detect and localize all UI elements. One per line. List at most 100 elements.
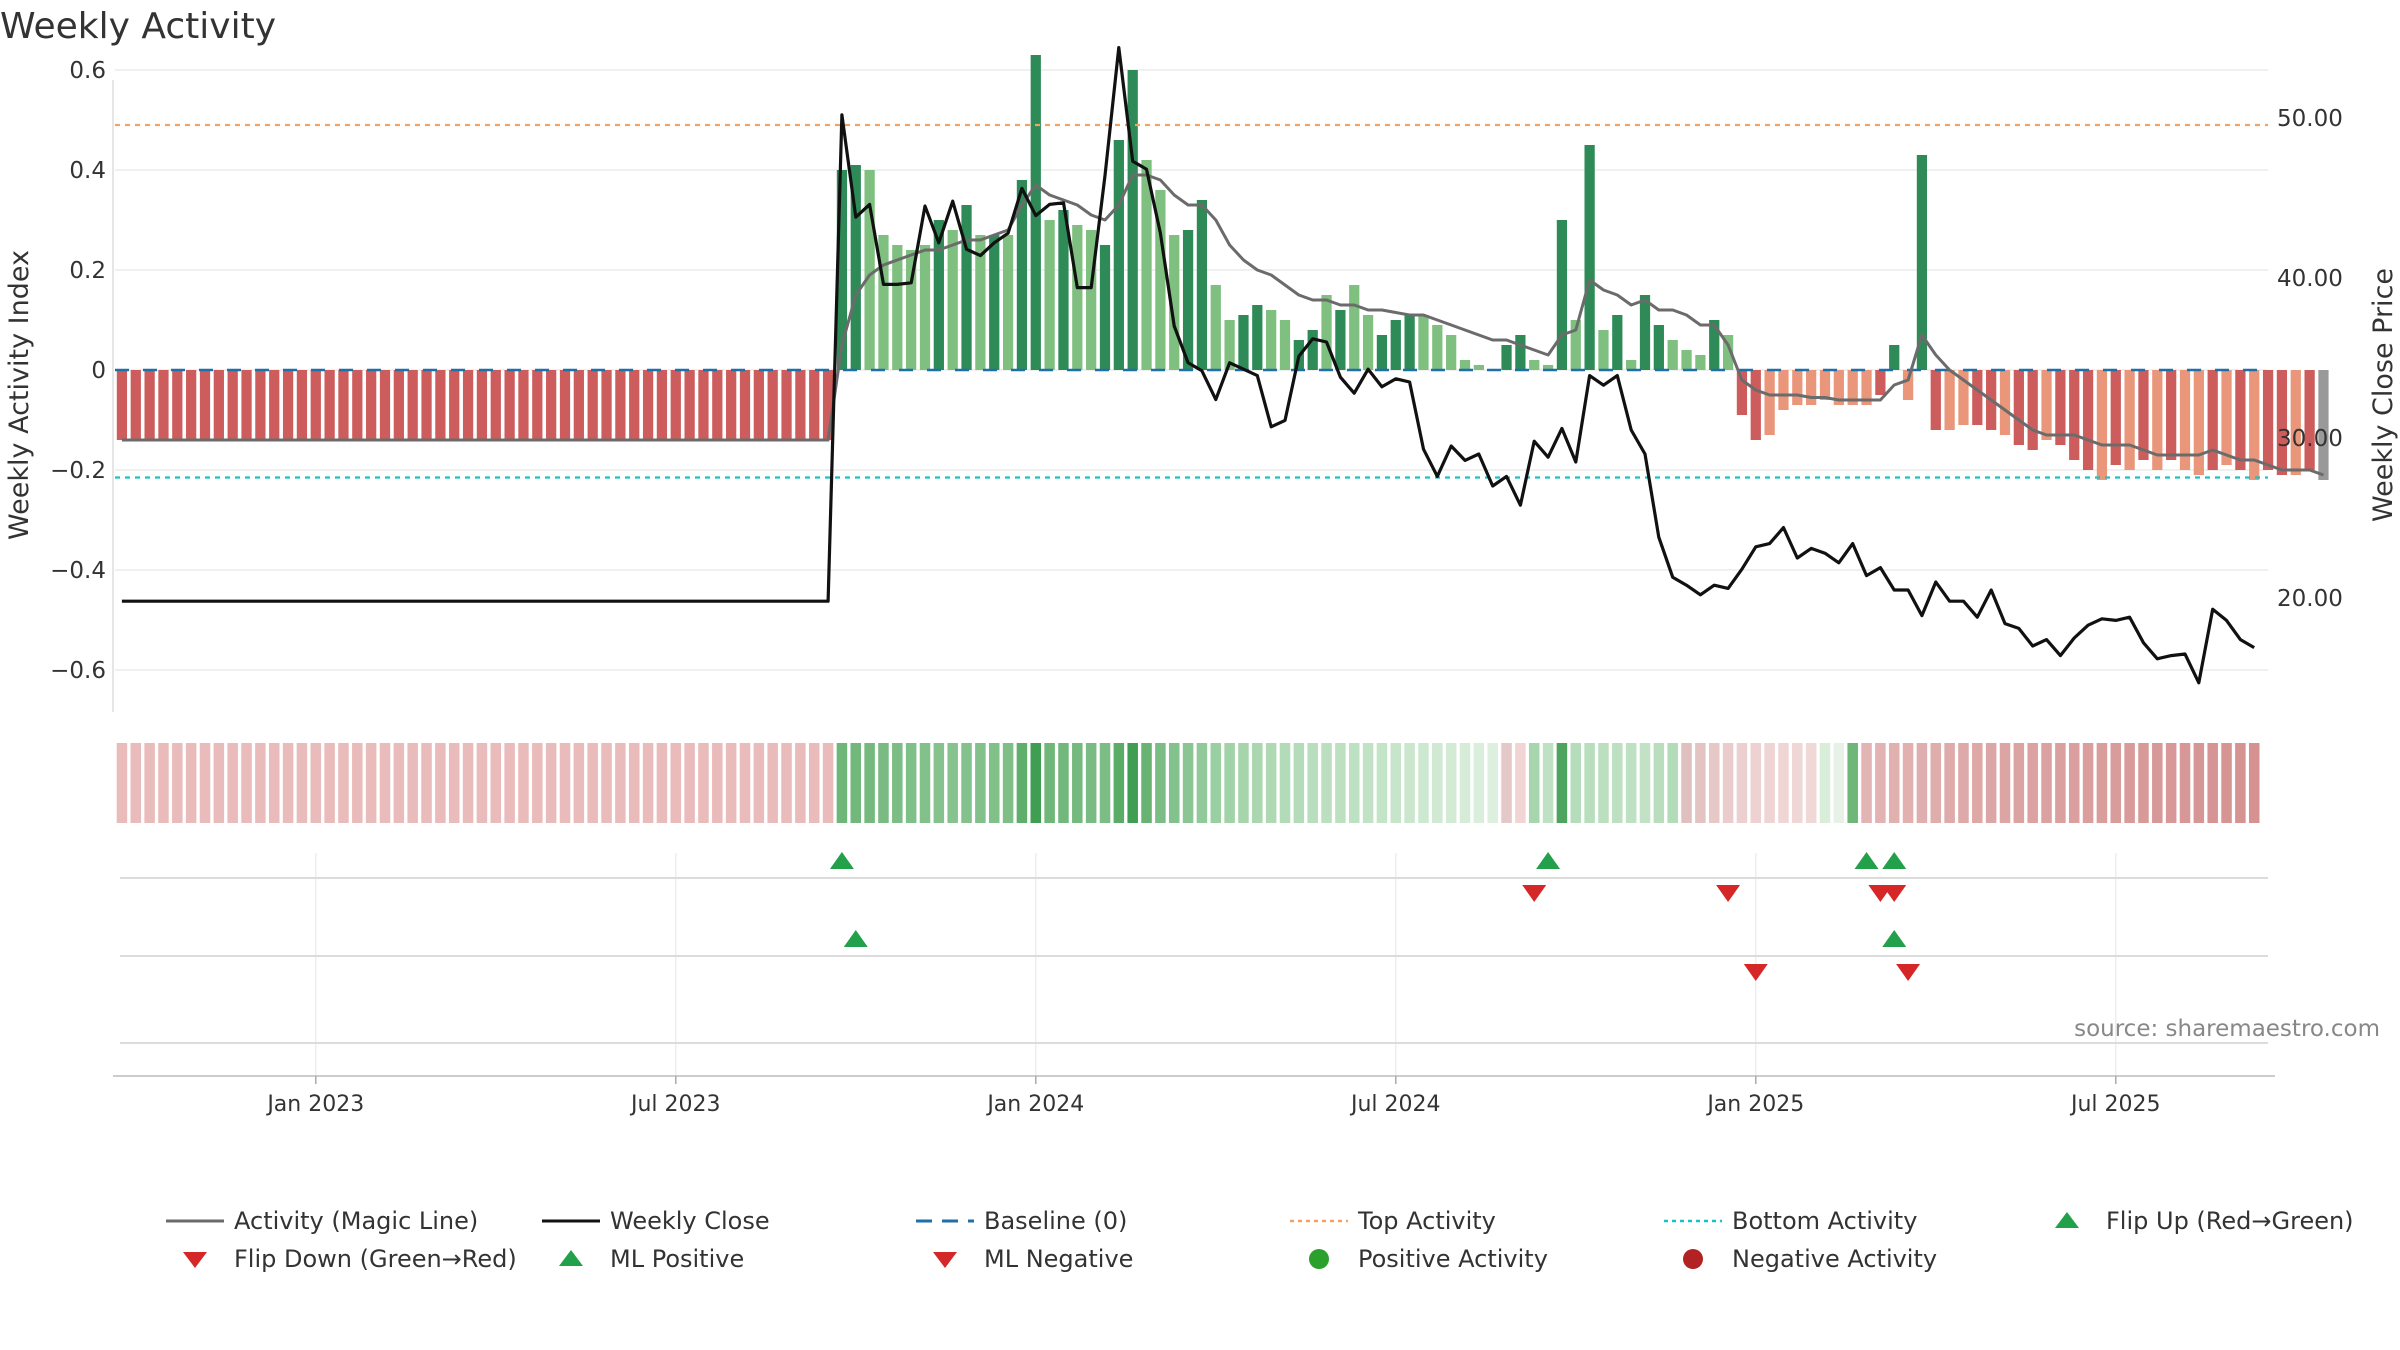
strip-cell [1875,743,1886,823]
legend-label: Flip Up (Red→Green) [2106,1207,2354,1235]
strip-cell [961,743,972,823]
activity-bar [130,370,141,440]
strip-cell [795,743,806,823]
strip-cell [1722,743,1734,823]
strip-cell [490,743,502,823]
strip-cell [2068,743,2080,823]
strip-cell [1155,743,1166,823]
x-tick-label: Jan 2023 [265,1092,364,1117]
activity-bar [1155,190,1166,370]
activity-bar [310,370,321,440]
strip-cell [1681,743,1692,823]
strip-cell [1348,743,1360,823]
strip-cell [476,743,488,823]
axes: 0.6 0.4 0.2 0 −0.2 −0.4 −0.6 Weekly Activity In… [4,58,2399,712]
strip-cell [421,743,432,823]
activity-bar [2318,370,2329,480]
activity-bar [906,250,917,370]
strip-cell [2179,743,2191,823]
activity-bar [1999,370,2011,435]
activity-bar [1709,320,1720,370]
strip-cell [1639,743,1651,823]
y2-tick-label: 40.00 [2277,266,2343,292]
activity-bar [864,170,875,370]
activity-bar [1086,230,1097,370]
x-axis: Jan 2023 Jul 2023 Jan 2024 Jul 2024 Jan 2025… [113,1075,2275,1117]
activity-bar [269,370,280,440]
activity-bar [878,235,889,370]
activity-bar [753,370,764,440]
activity-heat-strip [116,743,2260,823]
triangle-down-icon [914,1244,976,1274]
strip-cell [1182,743,1194,823]
activity-bar [1141,160,1152,370]
chart-title: Weekly Activity [0,6,277,47]
legend-item-flip-up: Flip Up (Red→Green) [2036,1206,2354,1236]
strip-cell [1805,743,1817,823]
activity-bar [227,370,238,440]
strip-cell [1667,743,1678,823]
strip-cell [1224,743,1235,823]
strip-cell [1528,743,1540,823]
activity-bar [2096,370,2108,480]
activity-bar [1930,370,1941,430]
strip-cell [725,743,737,823]
activity-bar [2193,370,2204,475]
strip-cell [1058,743,1069,823]
activity-bar [975,235,986,370]
strip-cell [1501,743,1512,823]
flip-down-marker [1522,885,1547,902]
activity-bar [255,370,266,440]
activity-bar [407,370,418,440]
activity-bar [1972,370,1983,425]
strip-cell [1847,743,1858,823]
strip-cell [1916,743,1928,823]
y2-axis-label: Weekly Close Price [2368,268,2399,522]
triangle-up-icon [540,1244,602,1274]
legend-item-ml-positive: ML Positive [540,1244,744,1274]
activity-bar [573,370,584,440]
activity-bar [324,370,335,440]
flip-up-marker [1854,852,1879,869]
activity-bar [2221,370,2232,465]
strip-cell [379,743,391,823]
strip-cell [1625,743,1637,823]
strip-cell [1141,743,1152,823]
activity-bar [601,370,612,440]
strip-cell [255,743,266,823]
activity-bar [615,370,626,440]
activity-bar [892,245,903,370]
activity-bar [822,370,834,440]
legend-item-ml-negative: ML Negative [914,1244,1133,1274]
legend-item-negative-activity: Negative Activity [1662,1244,1937,1274]
strip-cell [947,743,958,823]
strip-cell [933,743,945,823]
activity-bar [1182,230,1194,370]
legend-label: ML Positive [610,1245,745,1273]
activity-bar [739,370,751,440]
activity-bar [1335,310,1346,370]
activity-bar [2207,370,2218,470]
activity-bar [767,370,778,440]
activity-bar [1266,310,1277,370]
activity-bars [116,55,2329,480]
strip-cell [2055,743,2066,823]
strip-cell [2193,743,2205,823]
activity-bar [1778,370,1789,410]
strip-cell [268,743,280,823]
activity-bar [670,370,681,440]
activity-bar [1598,330,1609,370]
strip-cell [338,743,349,823]
x-tick-label: Jan 2024 [985,1092,1084,1117]
activity-bar [2055,370,2066,445]
y-tick-label: −0.4 [50,558,106,584]
activity-bar [1958,370,1969,425]
legend-label: Top Activity [1358,1207,1496,1235]
weekly-close-swatch-icon [540,1206,602,1236]
activity-bar [1626,360,1637,370]
strip-cell [1972,743,1983,823]
activity-bar [1847,370,1858,405]
legend-item-bottom-activity: Bottom Activity [1662,1206,1917,1236]
top-activity-swatch-icon [1288,1206,1350,1236]
strip-cell [1072,743,1083,823]
